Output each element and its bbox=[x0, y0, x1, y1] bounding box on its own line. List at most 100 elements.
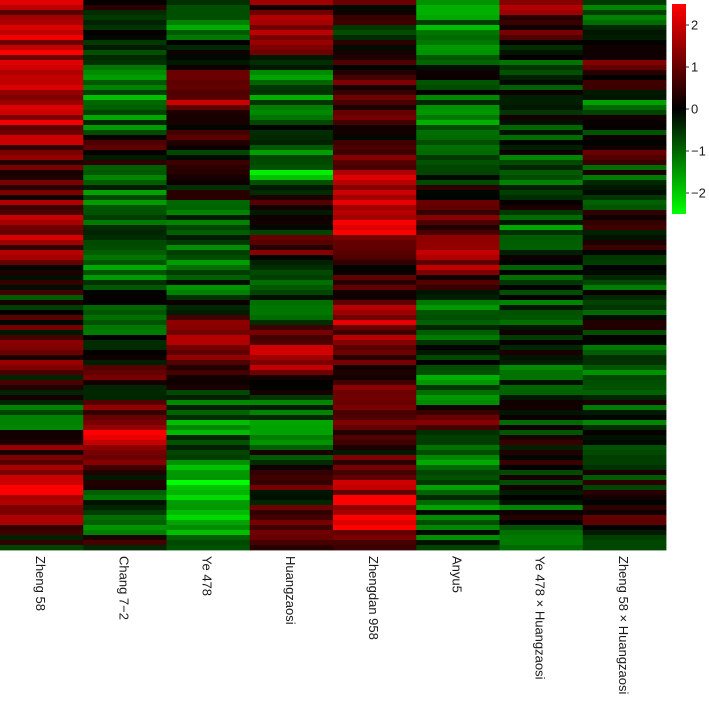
heatmap-cell bbox=[166, 235, 251, 241]
heatmap-cell bbox=[166, 510, 251, 516]
heatmap-cell bbox=[582, 165, 667, 171]
heatmap-cell bbox=[333, 350, 417, 356]
heatmap-cell bbox=[416, 170, 500, 176]
heatmap-cell bbox=[83, 280, 167, 286]
heatmap-cell bbox=[416, 0, 500, 6]
heatmap-cell bbox=[499, 55, 584, 61]
heatmap-cell bbox=[582, 35, 667, 41]
heatmap-cell bbox=[83, 180, 167, 186]
heatmap-cell bbox=[83, 80, 167, 86]
heatmap-cell bbox=[0, 310, 84, 316]
heatmap-cell bbox=[582, 150, 667, 156]
heatmap-cell bbox=[83, 360, 167, 366]
heatmap-cell bbox=[249, 465, 334, 471]
heatmap-cell bbox=[499, 105, 584, 111]
heatmap-cell bbox=[582, 145, 667, 151]
heatmap-cell bbox=[333, 340, 417, 346]
heatmap-cell bbox=[83, 85, 167, 91]
heatmap-cell bbox=[249, 380, 334, 386]
heatmap-cell bbox=[83, 375, 167, 381]
heatmap-cell bbox=[166, 175, 251, 181]
heatmap-cell bbox=[582, 410, 667, 416]
heatmap-cell bbox=[166, 340, 251, 346]
heatmap-cell bbox=[0, 115, 84, 121]
heatmap-cell bbox=[249, 370, 334, 376]
heatmap-cell bbox=[416, 325, 500, 331]
heatmap-cell bbox=[499, 210, 584, 216]
heatmap-cell bbox=[333, 105, 417, 111]
heatmap-cell bbox=[333, 410, 417, 416]
heatmap-cell bbox=[416, 245, 500, 251]
heatmap-cell bbox=[333, 60, 417, 66]
heatmap-cell bbox=[83, 255, 167, 261]
column-label: Zheng 58 bbox=[33, 556, 48, 611]
heatmap-cell bbox=[582, 180, 667, 186]
heatmap-cell bbox=[249, 110, 334, 116]
heatmap-cell bbox=[166, 180, 251, 186]
heatmap-cell bbox=[0, 190, 84, 196]
heatmap-cell bbox=[0, 420, 84, 426]
heatmap-cell bbox=[166, 280, 251, 286]
heatmap-cell bbox=[416, 295, 500, 301]
heatmap-cell bbox=[166, 335, 251, 341]
heatmap-cell bbox=[166, 495, 251, 501]
legend-color-bar bbox=[672, 4, 686, 214]
heatmap-cell bbox=[0, 295, 84, 301]
heatmap-cell bbox=[499, 380, 584, 386]
legend-tick-label: −1 bbox=[691, 144, 706, 159]
heatmap-cell bbox=[333, 160, 417, 166]
heatmap-cell bbox=[499, 295, 584, 301]
heatmap-cell bbox=[166, 520, 251, 526]
legend-ticks: 2 1 0 −1 −2 bbox=[686, 18, 706, 201]
heatmap-cell bbox=[0, 205, 84, 211]
heatmap-cell bbox=[416, 405, 500, 411]
heatmap-cell bbox=[499, 275, 584, 281]
heatmap-cell bbox=[83, 370, 167, 376]
heatmap-cell bbox=[83, 465, 167, 471]
heatmap-cell bbox=[416, 410, 500, 416]
heatmap-cell bbox=[499, 200, 584, 206]
heatmap-cell bbox=[83, 160, 167, 166]
heatmap-cell bbox=[499, 165, 584, 171]
heatmap-cell bbox=[0, 270, 84, 276]
heatmap-cell bbox=[582, 535, 667, 541]
heatmap-cell bbox=[166, 385, 251, 391]
heatmap-cell bbox=[333, 265, 417, 271]
heatmap-cell bbox=[333, 280, 417, 286]
heatmap-cell bbox=[249, 55, 334, 61]
heatmap-cell bbox=[83, 415, 167, 421]
heatmap-cell bbox=[582, 430, 667, 436]
heatmap-cell bbox=[333, 110, 417, 116]
heatmap-cell bbox=[499, 345, 584, 351]
heatmap-cell bbox=[166, 500, 251, 506]
heatmap-cell bbox=[249, 280, 334, 286]
heatmap-cell bbox=[582, 100, 667, 106]
heatmap-cell bbox=[166, 45, 251, 51]
heatmap-cell bbox=[83, 120, 167, 126]
heatmap-cell bbox=[249, 185, 334, 191]
heatmap-cell bbox=[582, 60, 667, 66]
heatmap-cell bbox=[416, 65, 500, 71]
heatmap-cell bbox=[582, 120, 667, 126]
heatmap-cell bbox=[0, 385, 84, 391]
heatmap-cell bbox=[0, 150, 84, 156]
heatmap-cell bbox=[582, 160, 667, 166]
heatmap-cell bbox=[416, 10, 500, 16]
heatmap-cell bbox=[166, 255, 251, 261]
heatmap-cell bbox=[416, 525, 500, 531]
heatmap-cell bbox=[582, 530, 667, 536]
heatmap-cell bbox=[333, 215, 417, 221]
heatmap-cell bbox=[83, 150, 167, 156]
heatmap-cell bbox=[83, 125, 167, 131]
heatmap-cell bbox=[0, 300, 84, 306]
heatmap-cell bbox=[83, 455, 167, 461]
heatmap-cell bbox=[499, 240, 584, 246]
column-label: Anyu5 bbox=[449, 556, 464, 593]
heatmap-cell bbox=[0, 110, 84, 116]
heatmap-cell bbox=[0, 395, 84, 401]
heatmap-cell bbox=[249, 235, 334, 241]
heatmap-cell bbox=[0, 100, 84, 106]
heatmap-cell bbox=[333, 40, 417, 46]
heatmap-cell bbox=[83, 55, 167, 61]
heatmap-cell bbox=[499, 255, 584, 261]
